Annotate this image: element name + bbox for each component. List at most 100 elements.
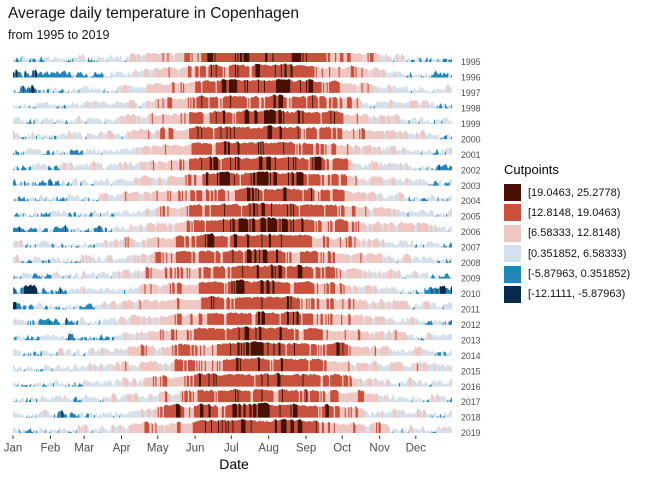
ridge-fill-bin-2 bbox=[13, 207, 451, 217]
ridge-fill-bin-5 bbox=[198, 371, 304, 387]
y-axis-label-2005: 2005 bbox=[461, 212, 481, 222]
ridge-fill-bin-5 bbox=[175, 401, 329, 418]
ridge-fill-bin-2 bbox=[13, 314, 449, 325]
ridge-fill-bin-2 bbox=[13, 360, 452, 372]
ridge-fill-bin-1 bbox=[13, 224, 449, 233]
y-axis-label-2016: 2016 bbox=[461, 382, 481, 392]
y-axis-label-2001: 2001 bbox=[461, 150, 481, 160]
y-axis-label-2004: 2004 bbox=[461, 196, 481, 206]
ridge-fill-bin-2 bbox=[13, 191, 452, 202]
ridge-year-2014 bbox=[12, 339, 453, 356]
x-axis-label-Jan: Jan bbox=[4, 443, 23, 455]
ridge-fill-bin-4 bbox=[160, 202, 367, 217]
ridge-fill-bin-4 bbox=[140, 340, 377, 356]
legend-entries: [19.0463, 25.2778) [12.8148, 19.0463) [6.5… bbox=[504, 184, 630, 303]
legend-swatch bbox=[504, 285, 521, 303]
x-axis-label-Dec: Dec bbox=[406, 443, 427, 455]
ridge-outline bbox=[12, 371, 453, 387]
legend-entry-label: [-12.1111, -5.87963) bbox=[528, 288, 626, 301]
y-axis-label-2007: 2007 bbox=[461, 243, 481, 253]
ridge-fill-bin-2 bbox=[16, 176, 452, 186]
ridge-year-2004 bbox=[12, 185, 453, 202]
ridge-fill-bin-3 bbox=[44, 405, 452, 418]
ridge-fill-bin-4 bbox=[139, 295, 355, 310]
ridge-fill-bin-5 bbox=[210, 62, 293, 78]
x-axis-label-Mar: Mar bbox=[74, 443, 94, 455]
y-axis-label-1998: 1998 bbox=[461, 104, 481, 114]
legend-swatch bbox=[504, 245, 521, 263]
ridge-fill-bin-5 bbox=[242, 263, 303, 279]
ridge-fill-bin-5 bbox=[257, 310, 299, 325]
x-axis-label-Oct: Oct bbox=[333, 443, 352, 455]
legend-entry: [0.351852, 6.58333) bbox=[504, 245, 630, 263]
y-axis-label-2013: 2013 bbox=[461, 335, 481, 345]
ridge-outline bbox=[12, 262, 453, 279]
ridge-fill-bin-4 bbox=[145, 263, 342, 279]
ridge-fill-bin-3 bbox=[15, 312, 418, 325]
chart-subtitle: from 1995 to 2019 bbox=[8, 28, 110, 42]
ridge-fill-bin-4 bbox=[162, 53, 374, 62]
legend-entry-label: [19.0463, 25.2778) bbox=[528, 186, 621, 199]
legend-entry: [6.58333, 12.8148) bbox=[504, 224, 630, 242]
legend-entry-label: [0.351852, 6.58333) bbox=[528, 247, 627, 260]
ridge-outline bbox=[12, 53, 453, 62]
ridge-fill-bin-0 bbox=[13, 301, 17, 310]
legend-entry-label: [-5.87963, 0.351852) bbox=[528, 268, 631, 281]
y-axis-label-2014: 2014 bbox=[461, 351, 481, 361]
ridge-fill-bin-3 bbox=[39, 156, 409, 171]
ridge-fill-bin-2 bbox=[13, 98, 452, 109]
y-axis-label-2011: 2011 bbox=[461, 305, 480, 315]
y-axis-label-2019: 2019 bbox=[461, 428, 481, 438]
ridge-outline bbox=[12, 77, 453, 94]
ridge-year-2009 bbox=[12, 262, 453, 279]
y-axis-label-2010: 2010 bbox=[461, 289, 481, 299]
ridge-fill-bin-5 bbox=[204, 417, 317, 434]
ridge-fill-bin-2 bbox=[13, 408, 452, 418]
x-axis-label-Jul: Jul bbox=[224, 443, 239, 455]
ridge-year-2000 bbox=[12, 123, 453, 140]
ridge-fill-bin-3 bbox=[60, 358, 452, 372]
ridge-outline bbox=[12, 139, 453, 155]
ridge-fill-bin-1 bbox=[16, 301, 444, 310]
ridge-fill-bin-5 bbox=[204, 232, 282, 248]
x-axis-label-May: May bbox=[147, 443, 169, 455]
ridge-fill-bin-2 bbox=[13, 252, 452, 263]
ridge-fill-bin-5 bbox=[224, 140, 285, 155]
ridge-fill-bin-1 bbox=[13, 162, 452, 171]
ridge-year-1997 bbox=[12, 77, 453, 94]
legend-swatch bbox=[504, 184, 521, 201]
ridge-fill-bin-4 bbox=[164, 387, 364, 403]
ridge-fill-bin-3 bbox=[80, 281, 393, 294]
ridge-outline bbox=[12, 325, 453, 340]
ridge-fill-bin-3 bbox=[103, 296, 452, 310]
ridge-fill-bin-5 bbox=[221, 78, 314, 93]
ridge-year-2003 bbox=[12, 169, 453, 186]
ridge-outline bbox=[12, 215, 453, 233]
ridge-fill-bin-4 bbox=[152, 372, 352, 387]
ridge-year-2011 bbox=[12, 294, 453, 310]
ridge-fill-bin-4 bbox=[144, 418, 381, 434]
y-axis-label-2012: 2012 bbox=[461, 320, 481, 330]
ridge-outline bbox=[12, 401, 453, 418]
ridge-fill-bin-3 bbox=[117, 219, 438, 233]
legend-entry: [12.8148, 19.0463) bbox=[504, 204, 630, 222]
y-axis-label-2018: 2018 bbox=[461, 413, 481, 423]
x-axis-label-Nov: Nov bbox=[369, 443, 390, 455]
ridge-year-2002 bbox=[12, 154, 453, 171]
x-axis-label-Jun: Jun bbox=[186, 443, 205, 455]
ridge-outline bbox=[12, 294, 453, 309]
ridge-fill-bin-4 bbox=[185, 171, 357, 186]
x-axis-label-Apr: Apr bbox=[113, 443, 131, 455]
ridge-outline bbox=[12, 387, 453, 402]
ridge-outline bbox=[12, 169, 453, 186]
ridge-outline bbox=[12, 154, 453, 171]
chart-title: Average daily temperature in Copenhagen bbox=[8, 5, 299, 22]
ridge-year-2012 bbox=[12, 309, 453, 325]
ridge-fill-bin-5 bbox=[231, 278, 275, 294]
ridge-fill-bin-1 bbox=[14, 68, 452, 78]
ridge-fill-bin-5 bbox=[222, 216, 304, 233]
y-axis-label-2017: 2017 bbox=[461, 397, 481, 407]
ridge-fill-bin-5 bbox=[215, 108, 335, 124]
x-axis-label-Aug: Aug bbox=[258, 443, 278, 455]
ridge-fill-bin-4 bbox=[125, 232, 356, 248]
